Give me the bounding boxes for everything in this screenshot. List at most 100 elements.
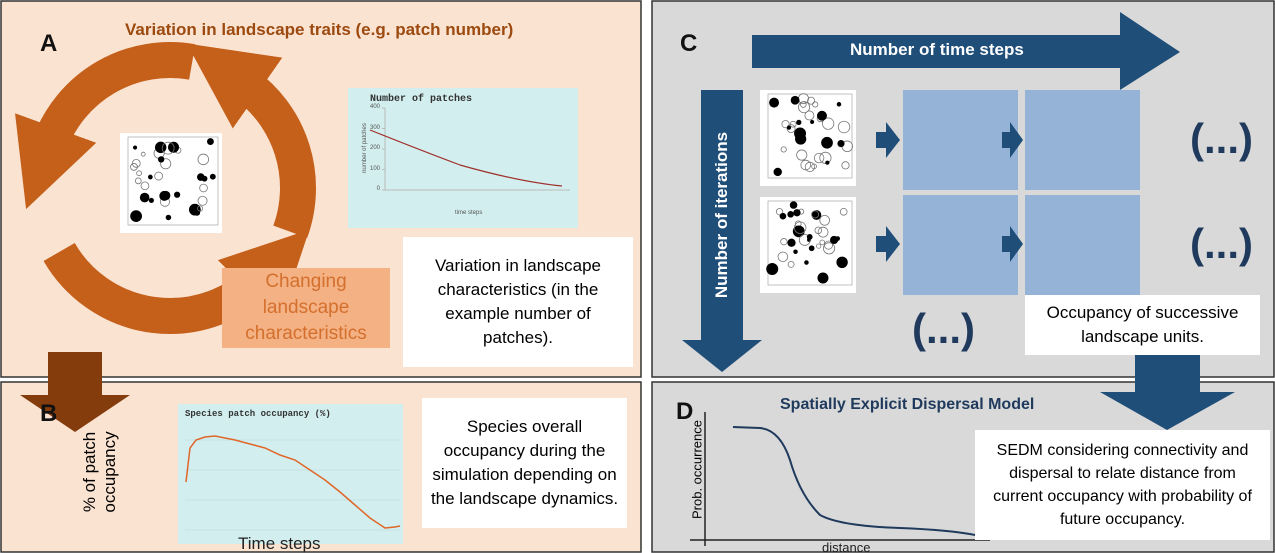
patch: [816, 243, 822, 249]
panel-title: Spatially Explicit Dispersal Model: [780, 396, 1035, 413]
y-label: % of patch occupancy: [80, 431, 119, 513]
patch: [796, 149, 808, 161]
patch: [780, 238, 788, 246]
patch: [811, 210, 822, 220]
caption: Occupancy of successive landscape units.: [1025, 295, 1260, 355]
tick-label: 100: [369, 165, 380, 172]
patch: [773, 167, 782, 177]
patch: [196, 173, 205, 181]
patch: [193, 209, 201, 216]
right-arrow: [752, 12, 1180, 90]
patch: [769, 97, 780, 108]
ellipsis: (...): [1190, 115, 1253, 162]
patch: [789, 120, 797, 128]
scatter-image: [760, 197, 856, 293]
patch: [199, 183, 208, 193]
patch: [817, 110, 827, 121]
label-box: [222, 268, 390, 348]
patch: [148, 197, 154, 203]
patch: [140, 151, 146, 157]
patch: [779, 212, 787, 220]
patch: [830, 235, 839, 245]
patch: [804, 110, 815, 121]
curve: [369, 129, 563, 187]
patch: [793, 209, 801, 217]
down-arrow: [1100, 355, 1235, 430]
patch: [821, 136, 833, 149]
y-label: Prob. occurrence: [689, 420, 705, 519]
patch: [780, 146, 787, 153]
unit-square: [903, 195, 1018, 295]
patch: [165, 214, 172, 221]
inset-chart-a: [348, 88, 578, 228]
unit-square: [1025, 195, 1140, 295]
tick-label: 0: [376, 186, 380, 192]
patch: [139, 192, 150, 203]
inset-chart-b: [178, 404, 403, 544]
patch: [777, 251, 789, 263]
ellipsis: (...): [912, 305, 975, 352]
patch: [841, 161, 850, 170]
ellipsis: (...): [1190, 220, 1253, 267]
patch: [140, 181, 150, 191]
plot-frame: [767, 93, 853, 179]
arrow-label: Number of iterations: [712, 131, 731, 299]
small-arrow: [1002, 122, 1023, 158]
patch: [839, 207, 848, 216]
patch: [168, 141, 180, 153]
patch: [836, 256, 848, 268]
patch: [793, 249, 798, 255]
scatter: [766, 200, 853, 286]
caption: Species overall occupancy during the sim…: [422, 398, 627, 528]
patch: [837, 120, 851, 134]
patch: [174, 191, 181, 198]
curve: [732, 426, 976, 536]
patch: [800, 159, 812, 171]
caption: SEDM considering connectivity and disper…: [975, 430, 1270, 540]
tick-label: 300: [369, 124, 380, 131]
patch: [154, 171, 164, 181]
scatter: [767, 93, 853, 179]
patch: [786, 125, 792, 130]
plot-frame: [127, 136, 219, 226]
down-arrow: [682, 90, 762, 372]
patch: [823, 242, 836, 255]
patch: [209, 173, 216, 180]
patch: [787, 260, 795, 268]
patch: [808, 245, 815, 252]
inset-title: Number of patches: [370, 94, 473, 105]
patch: [813, 152, 825, 164]
patch: [790, 95, 800, 105]
panel-letter: D: [676, 398, 694, 425]
patch: [812, 101, 819, 108]
inset-title: Species patch occupancy (%): [185, 409, 331, 419]
patch: [206, 138, 214, 145]
patch: [804, 260, 809, 265]
x-label: distance: [822, 540, 871, 553]
patch: [130, 210, 142, 223]
patch: [806, 233, 813, 240]
panel-letter: B: [40, 400, 58, 427]
patch: [197, 205, 204, 212]
patch: [775, 208, 784, 216]
patch: [817, 272, 829, 284]
patch: [197, 153, 210, 166]
patch: [819, 214, 830, 226]
small-arrow: [876, 122, 900, 158]
tick-label: 400: [369, 104, 380, 110]
patch: [837, 139, 845, 148]
patch: [147, 174, 153, 180]
patch: [817, 226, 829, 238]
patch: [793, 221, 807, 234]
patch: [134, 177, 142, 185]
patch: [157, 156, 165, 163]
patch: [161, 141, 175, 155]
small-arrow: [876, 226, 900, 262]
box-label: Changing landscape characteristics: [245, 271, 367, 344]
cycle-arrow: [15, 42, 196, 210]
panel-title: Variation in landscape traits (e.g. patc…: [125, 20, 514, 39]
caption: Variation in landscape characteristics (…: [403, 237, 633, 367]
patch: [810, 119, 815, 125]
